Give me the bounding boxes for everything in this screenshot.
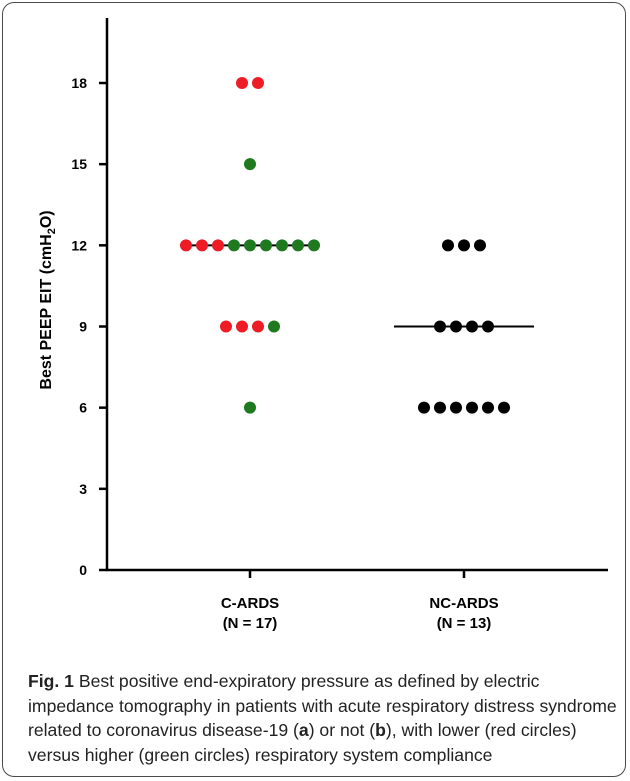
y-tick-label: 3: [79, 481, 87, 497]
data-point-black: [450, 320, 462, 333]
data-point-green: [260, 239, 272, 252]
data-point-black: [498, 401, 510, 414]
y-tick-label: 9: [79, 319, 87, 335]
data-point-green: [292, 239, 304, 252]
data-point-black: [450, 401, 462, 414]
data-point-red: [252, 320, 264, 333]
data-point-red: [180, 239, 192, 252]
data-point-green: [276, 239, 288, 252]
data-point-black: [434, 320, 446, 333]
data-point-black: [482, 401, 494, 414]
data-point-red: [236, 320, 248, 333]
caption-panel-b: b: [375, 720, 386, 740]
data-point-black: [418, 401, 430, 414]
data-point-black: [458, 239, 470, 252]
data-point-green: [308, 239, 320, 252]
y-axis-title: Best PEEP EIT (cmH2O): [38, 210, 58, 389]
caption-text-2: ) or not (: [308, 720, 376, 740]
x-category-label: NC-ARDS: [429, 595, 498, 612]
data-point-black: [482, 320, 494, 333]
data-point-black: [466, 401, 478, 414]
caption-text-1: Best positive end-expiratory pressure as…: [28, 671, 617, 740]
data-point-red: [252, 77, 264, 89]
caption-panel-a: a: [298, 720, 309, 740]
data-point-green: [244, 158, 256, 171]
x-category-count: (N = 13): [437, 615, 492, 632]
data-point-green: [244, 401, 256, 414]
data-point-red: [196, 239, 208, 252]
data-point-black: [466, 320, 478, 333]
figure-caption: Fig. 1 Best positive end-expiratory pres…: [28, 669, 618, 767]
caption-text-3: ), with lower (red circles) versus highe…: [28, 720, 577, 765]
x-category-count: (N = 17): [223, 615, 278, 632]
y-tick-label: 12: [71, 237, 87, 253]
y-tick-label: 6: [79, 400, 87, 416]
data-point-red: [236, 77, 248, 89]
data-point-green: [244, 239, 256, 252]
data-point-red: [212, 239, 224, 252]
data-point-green: [228, 239, 240, 252]
x-category-label: C-ARDS: [221, 595, 279, 612]
y-tick-label: 18: [71, 75, 87, 91]
caption-figure-label: Fig. 1: [28, 671, 74, 691]
data-point-black: [434, 401, 446, 414]
scatter-chart: 0 3 6 9 12 15 18 C-ARDS (N = 17) NC-ARDS (N = 13) B…: [38, 18, 608, 632]
data-point-black: [474, 239, 486, 252]
y-tick-label: 0: [79, 562, 87, 578]
y-tick-label: 15: [71, 156, 87, 172]
data-point-black: [442, 239, 454, 252]
data-point-red: [220, 320, 232, 333]
data-point-green: [268, 320, 280, 333]
